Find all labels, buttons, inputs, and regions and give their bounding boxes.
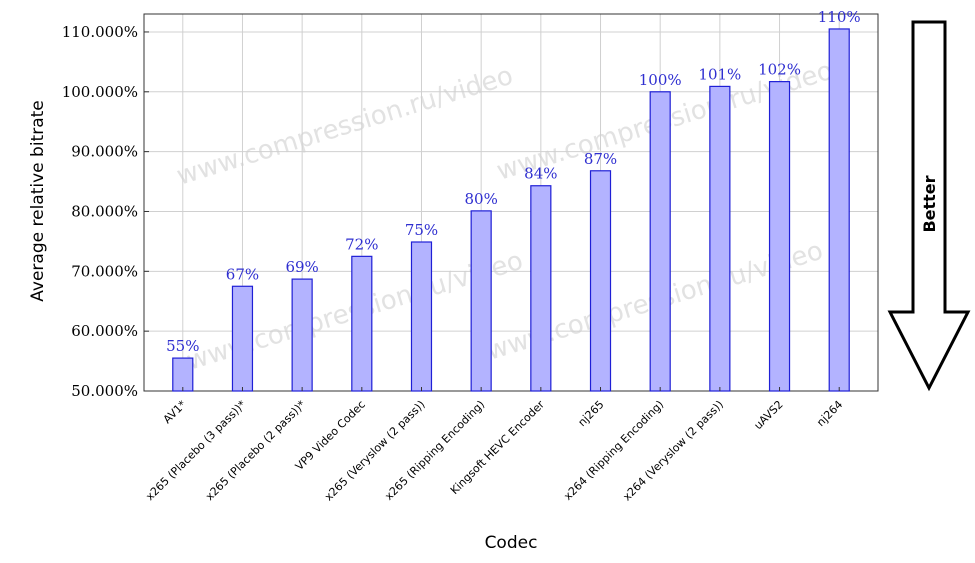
bar — [231, 285, 254, 392]
bar — [828, 28, 850, 392]
x-axis-ticks: AV1*x265 (Placebo (3 pass))*x265 (Placeb… — [143, 387, 845, 504]
watermark-group: www.compression.ru/video www.compression… — [173, 56, 836, 377]
y-axis-label: Average relative bitrate — [28, 100, 48, 301]
y-tick-label: 70.000% — [71, 262, 138, 280]
x-tick-label: AV1* — [161, 398, 190, 427]
x-tick-label: x265 (Placebo (2 pass))* — [203, 398, 309, 504]
y-tick-label: 60.000% — [71, 322, 138, 340]
x-tick-label: x265 (Ripping Encoding) — [382, 398, 487, 503]
x-tick-label: x264 (Ripping Encoding) — [561, 398, 666, 503]
bar — [768, 81, 791, 392]
y-tick-label: 90.000% — [71, 143, 138, 161]
x-tick-label: uAVS2 — [751, 398, 785, 432]
y-tick-label: 100.000% — [62, 83, 138, 101]
bar-value-label: 84% — [524, 165, 557, 183]
y-tick-label: 110.000% — [62, 23, 138, 41]
bar-value-label: 80% — [464, 190, 497, 208]
bar — [649, 91, 671, 392]
y-tick-label: 80.000% — [71, 202, 138, 220]
bar-value-label: 55% — [166, 337, 199, 355]
bar-value-label: 101% — [698, 65, 741, 83]
watermark-text: www.compression.ru/video — [173, 61, 516, 192]
bar — [291, 278, 313, 392]
x-tick-label: nj264 — [814, 398, 845, 429]
bar-value-label: 67% — [226, 265, 259, 283]
y-axis-ticks: 50.000% 60.000% 70.000% 80.000% 90.000% 100.0… — [62, 23, 149, 400]
bar — [172, 357, 194, 392]
x-tick-label: x265 (Veryslow (2 pass)) — [322, 398, 428, 504]
better-label: Better — [920, 175, 939, 232]
bar-value-label: 87% — [584, 150, 617, 168]
better-arrow: Better — [887, 20, 971, 392]
down-arrow-icon — [887, 20, 971, 392]
bar — [589, 170, 612, 392]
bar-value-label: 110% — [818, 8, 861, 26]
bar — [351, 255, 373, 392]
x-tick-label: nj265 — [575, 398, 606, 429]
data-labels: 55% 67% 69% 72% 75% 80% 84% 87% 100% 101% 102% 110% — [166, 8, 861, 355]
x-tick-label: x265 (Placebo (3 pass))* — [143, 398, 249, 504]
bar — [470, 210, 492, 392]
x-tick-label: x264 (Veryslow (2 pass)) — [620, 398, 726, 504]
plot-frame — [143, 13, 879, 392]
bar-value-label: 100% — [639, 71, 682, 89]
bar-value-label: 72% — [345, 235, 378, 253]
y-tick-label: 50.000% — [71, 382, 138, 400]
bar — [530, 185, 552, 392]
bar-value-label: 102% — [758, 61, 801, 79]
bar — [410, 241, 433, 392]
bar-value-label: 75% — [405, 221, 438, 239]
bar-value-label: 69% — [285, 258, 318, 276]
x-axis-label: Codec — [485, 533, 538, 553]
bar — [709, 85, 731, 392]
